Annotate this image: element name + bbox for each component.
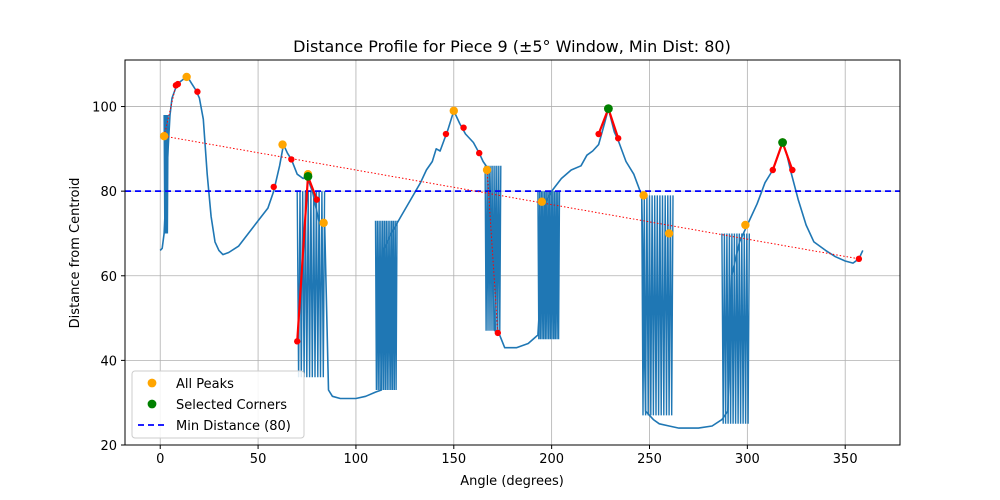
window-point xyxy=(270,183,277,191)
x-axis-label: Angle (degrees) xyxy=(460,474,564,489)
legend-box xyxy=(131,370,305,439)
window-point xyxy=(194,88,201,95)
profile-oscillation xyxy=(721,233,750,424)
profile-oscillation xyxy=(641,195,674,416)
x-tick-label: 0 xyxy=(156,452,164,467)
x-tick-label: 250 xyxy=(637,452,662,467)
trend-branch-line xyxy=(163,85,177,137)
peak-point xyxy=(319,218,328,228)
y-tick-label: 100 xyxy=(92,101,117,116)
trend-line xyxy=(164,135,859,260)
legend-label: All Peaks xyxy=(176,377,234,392)
window-point xyxy=(313,196,320,203)
profile-oscillation xyxy=(163,114,169,234)
window-point xyxy=(494,329,502,337)
axis-ticks: 0 50 100 150 200 250 300 350 20 40 60 80 100 xyxy=(92,101,857,467)
profile-oscillation xyxy=(374,220,398,391)
peak-point xyxy=(664,229,674,238)
peak-point xyxy=(449,106,458,115)
profile-oscillation xyxy=(484,165,502,331)
peak-point xyxy=(182,72,191,82)
x-tick-label: 150 xyxy=(441,452,466,467)
window-point xyxy=(476,149,483,157)
y-tick-label: 80 xyxy=(100,185,117,200)
window-point xyxy=(288,156,295,163)
x-tick-label: 50 xyxy=(250,452,267,467)
chart-title: Distance Profile for Piece 9 (±5° Window… xyxy=(293,37,731,56)
plot-area xyxy=(125,72,900,429)
window-point xyxy=(595,130,602,138)
trend-branch-line xyxy=(486,169,499,333)
x-tick-label: 350 xyxy=(833,452,858,467)
window-point xyxy=(442,130,450,138)
peak-point xyxy=(537,197,547,206)
y-tick-label: 40 xyxy=(100,354,117,369)
selected-corner-point xyxy=(603,104,613,114)
y-axis-label: Distance from Centroid xyxy=(68,178,83,329)
window-point xyxy=(614,135,622,142)
profile-oscillation xyxy=(537,191,561,340)
peak-point xyxy=(278,140,287,149)
peak-point xyxy=(159,131,169,141)
y-tick-label: 20 xyxy=(100,439,117,454)
x-tick-label: 100 xyxy=(344,452,369,467)
window-point xyxy=(460,124,467,131)
window-point xyxy=(174,80,182,88)
peak-point xyxy=(482,165,492,175)
window-point xyxy=(789,166,796,174)
window-point xyxy=(769,166,776,174)
legend-label: Min Distance (80) xyxy=(176,419,291,434)
selected-corner-point xyxy=(303,171,313,181)
window-point xyxy=(855,255,863,263)
x-tick-label: 300 xyxy=(735,452,760,467)
legend-marker xyxy=(147,378,157,388)
peak-point xyxy=(639,191,648,200)
window-point xyxy=(294,338,301,345)
plot-frame xyxy=(124,59,901,446)
legend: All Peaks Selected Corners Min Distance (8… xyxy=(131,370,305,439)
y-tick-label: 60 xyxy=(100,270,117,285)
legend-marker xyxy=(147,399,157,409)
selected-corner-point xyxy=(778,138,787,147)
peak-point xyxy=(741,220,750,230)
x-tick-label: 200 xyxy=(539,452,564,467)
legend-label: Selected Corners xyxy=(176,398,287,413)
